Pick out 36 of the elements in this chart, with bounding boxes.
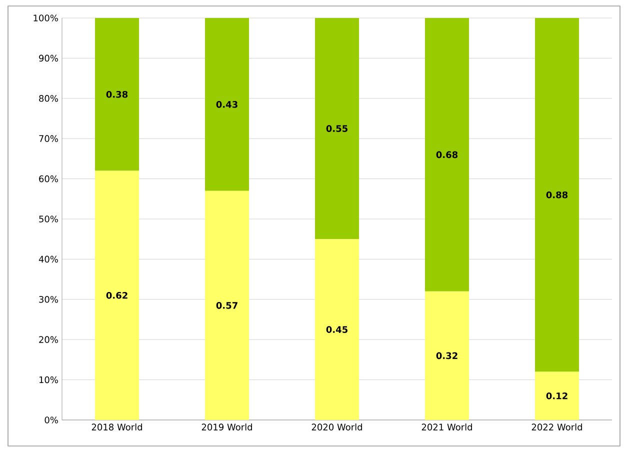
data-label: 0.45 [326, 326, 348, 333]
bar [534, 372, 579, 420]
bar [424, 18, 469, 292]
y-tick-label: 60% [39, 175, 58, 182]
x-tick-label: 2020 World [312, 424, 362, 430]
data-label: 0.68 [436, 151, 458, 158]
y-tick-label: 40% [38, 256, 58, 263]
y-tick-label: 90% [39, 54, 58, 62]
bar [95, 18, 140, 171]
y-tick-label: 100% [34, 14, 58, 22]
data-label: 0.12 [546, 392, 568, 400]
x-tick-label: 2022 World [532, 424, 582, 430]
y-tick-label: 0% [44, 416, 58, 424]
bar [315, 18, 359, 240]
data-label: 0.55 [326, 125, 348, 132]
x-tick-label: 2019 World [202, 424, 252, 430]
y-tick-label: 10% [39, 376, 58, 384]
bar [205, 18, 249, 191]
x-tick-label: 2021 World [422, 424, 472, 430]
y-tick-label: 50% [39, 216, 58, 222]
data-label: 0.88 [546, 191, 568, 198]
data-label: 0.38 [106, 90, 128, 98]
bar [205, 190, 249, 420]
x-tick-label: 2018 World [92, 424, 142, 430]
y-tick-label: 20% [39, 336, 58, 343]
y-tick-label: 30% [39, 296, 58, 303]
data-label: 0.43 [216, 101, 238, 108]
data-label: 0.57 [216, 302, 238, 309]
bar [315, 239, 359, 420]
y-tick-label: 80% [39, 94, 58, 102]
data-label: 0.32 [436, 352, 458, 360]
y-tick-label: 70% [39, 135, 58, 142]
bar [424, 291, 469, 420]
data-label: 0.62 [106, 292, 128, 299]
bar [95, 170, 140, 420]
bar [534, 18, 579, 372]
